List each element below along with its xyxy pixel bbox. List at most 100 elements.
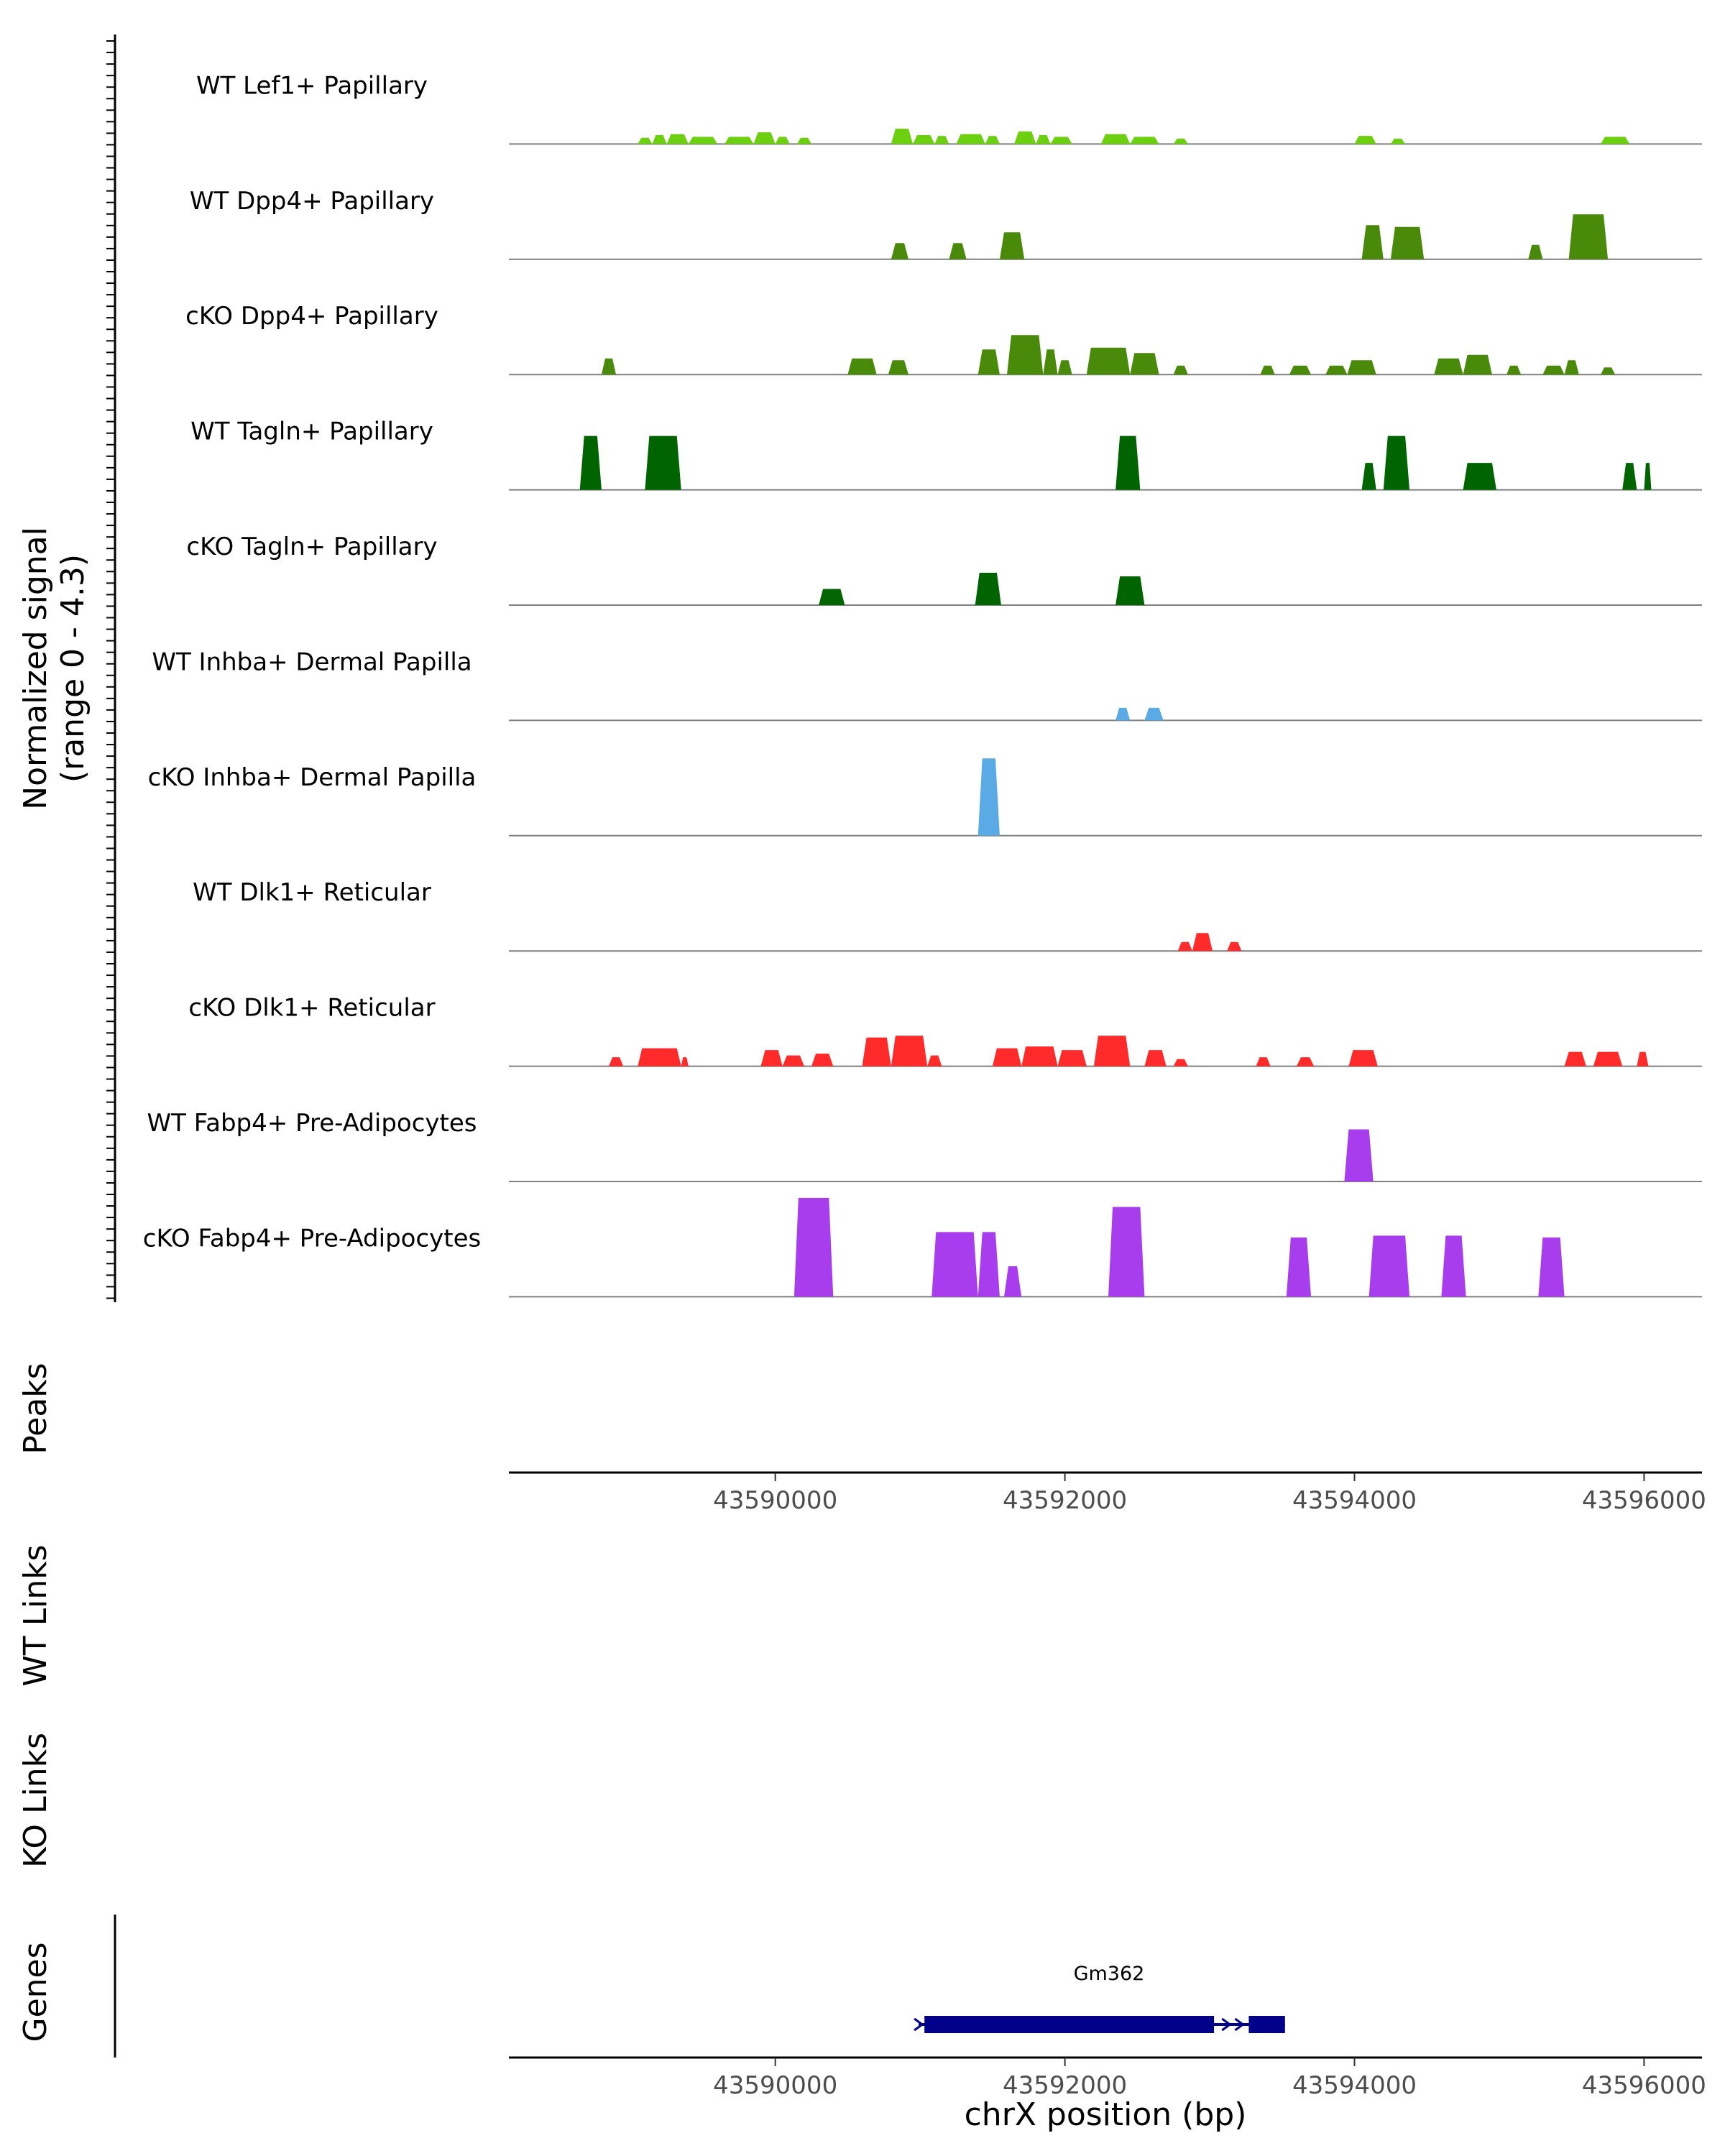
gene-exon — [1248, 2016, 1285, 2033]
signal-peak — [1260, 365, 1275, 375]
signal-peak — [913, 134, 935, 144]
signal-peak — [934, 136, 949, 144]
strand-arrow-icon — [914, 2017, 924, 2032]
signal-peak — [978, 758, 1000, 836]
signal-peak — [1256, 1057, 1271, 1067]
track-label: cKO Tagln+ Papillary — [186, 533, 437, 561]
signal-peak — [1086, 347, 1131, 375]
signal-peak — [1361, 225, 1384, 259]
signal-peak — [1144, 1050, 1167, 1067]
signal-peak — [1344, 1129, 1374, 1181]
signal-peak — [985, 136, 1000, 144]
signal-peak — [1173, 365, 1188, 375]
signal-peak — [1600, 367, 1616, 375]
signal-peak — [1354, 136, 1376, 144]
signal-peak — [1644, 463, 1652, 490]
gene-name: Gm362 — [1074, 1963, 1145, 1985]
signal-peak — [1289, 365, 1312, 375]
signal-peak — [1286, 1237, 1312, 1297]
signal-peak — [1441, 1235, 1466, 1297]
track-label: WT Tagln+ Papillary — [190, 418, 433, 446]
track: WT Lef1+ Papillary — [196, 71, 1702, 145]
signal-peak — [888, 360, 909, 375]
x-tick-label: 43590000 — [713, 1486, 837, 1515]
signal-peak — [652, 134, 667, 144]
signal-peak — [1593, 1051, 1623, 1067]
signal-peak — [1036, 134, 1051, 144]
peaks-panel-label: Peaks — [17, 1363, 54, 1454]
signal-peak — [1116, 576, 1145, 605]
track-label: cKO Dlk1+ Reticular — [188, 994, 435, 1023]
signal-peak — [999, 232, 1025, 259]
signal-peak — [1144, 707, 1164, 721]
signal-peak — [862, 1037, 891, 1067]
track: WT Dlk1+ Reticular — [193, 878, 1702, 952]
signal-peak — [1130, 137, 1159, 144]
x-tick-label: 43592000 — [1003, 2071, 1127, 2100]
track-label: cKO Dpp4+ Papillary — [185, 302, 438, 331]
y-axis-title: Normalized signal — [17, 527, 54, 810]
track-label: WT Dpp4+ Papillary — [190, 187, 434, 216]
signal-peak — [666, 134, 689, 144]
signal-peak — [1325, 365, 1348, 375]
signal-peak — [1463, 354, 1492, 375]
signal-peak — [1116, 707, 1131, 721]
signal-peak — [932, 1232, 978, 1297]
x-tick-label: 43596000 — [1582, 1486, 1706, 1515]
gene-exon — [924, 2016, 1215, 2033]
signal-peak — [1383, 436, 1410, 490]
signal-y-ticks — [106, 40, 115, 1299]
signal-peak — [1116, 436, 1141, 490]
signal-peak — [1007, 335, 1044, 375]
signal-peak — [1390, 226, 1425, 259]
track: WT Fabp4+ Pre-Adipocytes — [147, 1109, 1702, 1182]
signal-peak — [1348, 1050, 1378, 1067]
signal-peak — [794, 1197, 834, 1297]
signal-peak — [1361, 463, 1376, 490]
track: cKO Fabp4+ Pre-Adipocytes — [143, 1197, 1702, 1298]
signal-peak — [1093, 1036, 1131, 1067]
signal-peak — [992, 1048, 1022, 1067]
signal-peak — [638, 1048, 681, 1067]
genes-panel-label: Genes — [17, 1942, 54, 2042]
signal-peak — [579, 436, 602, 490]
signal-peak — [927, 1055, 942, 1067]
signal-peak — [1637, 1051, 1649, 1067]
gene-model: Gm362 — [914, 1963, 1285, 2033]
signal-peak — [1173, 1059, 1188, 1067]
signal-peak — [1021, 1046, 1058, 1067]
signal-tracks: WT Lef1+ Papillary WT Dpp4+ Papillary cKO … — [143, 71, 1702, 1298]
signal-peak — [819, 589, 845, 605]
track-label: WT Dlk1+ Reticular — [193, 878, 431, 907]
signal-peak — [1100, 134, 1131, 144]
signal-peak — [1506, 365, 1522, 375]
signal-peak — [1390, 138, 1406, 144]
y-axis-range-label: (range 0 - 4.3) — [55, 554, 91, 783]
x-tick-label: 43596000 — [1582, 2071, 1706, 2100]
genes-x-ticks: 43590000 43592000 43594000 43596000 — [713, 2058, 1706, 2100]
strand-arrow-icon — [1234, 2017, 1245, 2032]
signal-peak — [1564, 360, 1579, 375]
ko-links-label: KO Links — [17, 1733, 54, 1868]
signal-peak — [1296, 1057, 1315, 1067]
track: cKO Tagln+ Papillary — [186, 533, 1702, 606]
signal-peak — [601, 358, 617, 375]
signal-peak — [956, 134, 985, 144]
x-tick-label: 43594000 — [1292, 2071, 1417, 2100]
signal-peak — [638, 137, 653, 144]
x-tick-label: 43594000 — [1292, 1486, 1417, 1515]
track: cKO Inhba+ Dermal Papilla — [148, 758, 1702, 837]
signal-peak — [760, 1050, 783, 1067]
signal-peak — [1368, 1235, 1410, 1297]
signal-peak — [811, 1054, 834, 1067]
signal-peak — [1538, 1237, 1565, 1297]
signal-peak — [1528, 244, 1543, 259]
track-label: WT Lef1+ Papillary — [196, 71, 428, 100]
track: WT Inhba+ Dermal Papilla — [152, 648, 1702, 722]
signal-peak — [975, 573, 1001, 605]
strand-arrow-icon — [1221, 2017, 1232, 2032]
x-tick-label: 43592000 — [1003, 1486, 1127, 1515]
signal-peak — [949, 243, 967, 259]
x-axis-title: chrX position (bp) — [965, 2096, 1247, 2133]
